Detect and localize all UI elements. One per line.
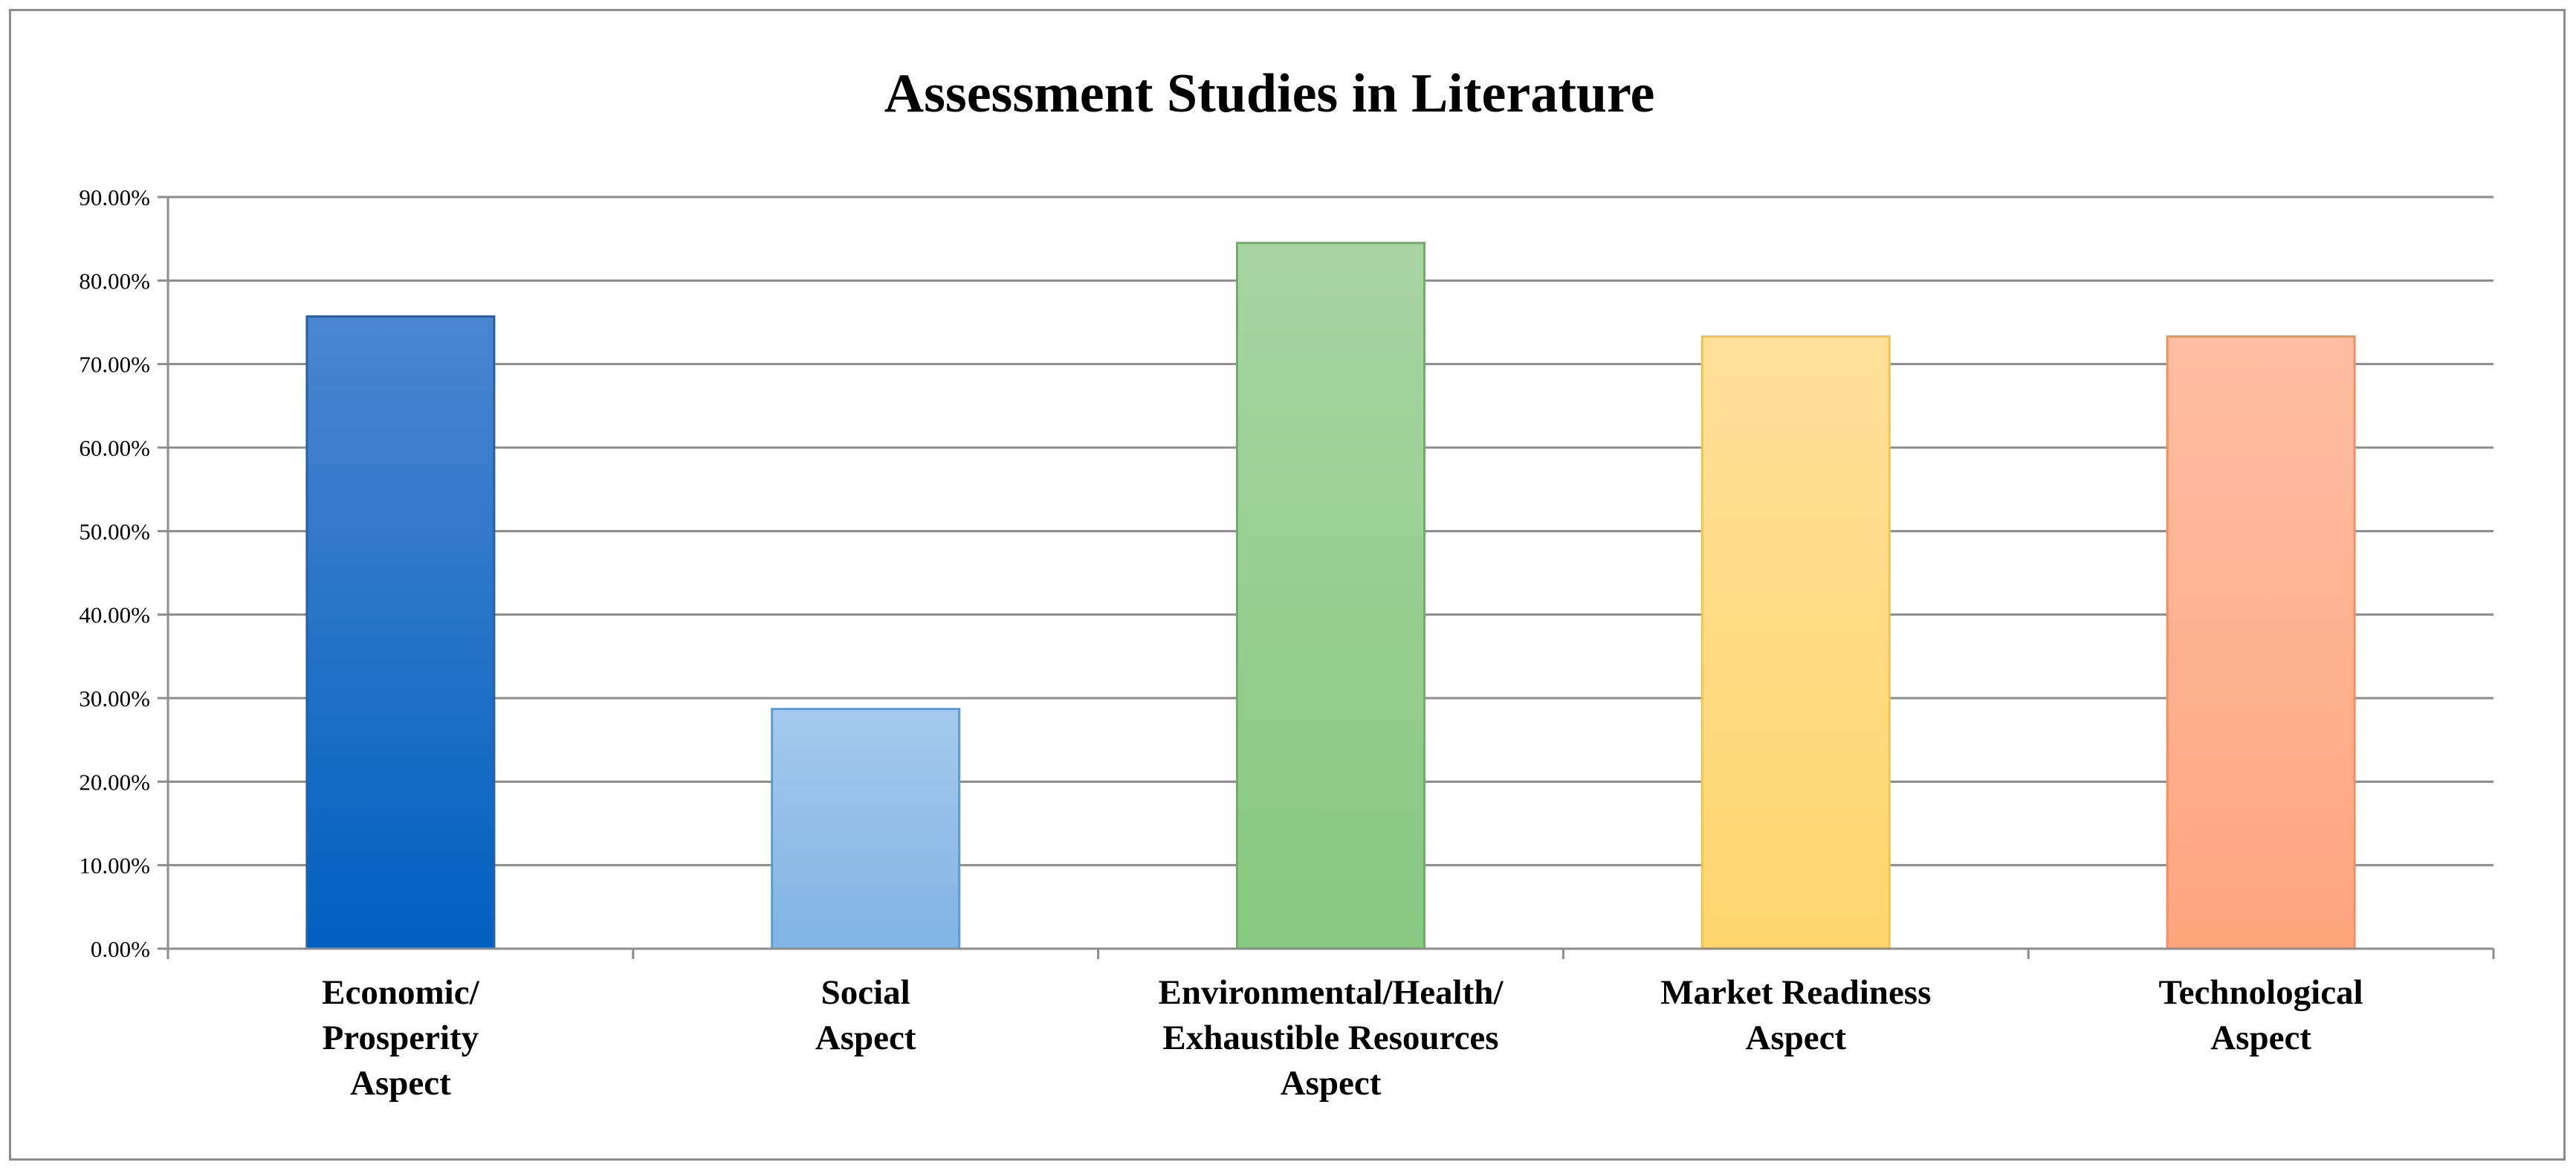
chart-frame: Assessment Studies in Literature 0.00% 10… — [9, 9, 2566, 1161]
y-tick-label: 60.00% — [79, 435, 150, 461]
category-label: Technological Aspect — [2159, 973, 2363, 1057]
chart-title: Assessment Studies in Literature — [884, 63, 1655, 124]
bars — [305, 242, 2356, 950]
y-tick-label: 70.00% — [79, 352, 150, 378]
y-tick-label: 0.00% — [91, 936, 150, 962]
x-axis-categories: Economic/Prosperity Aspect Social Aspect Env… — [322, 973, 2363, 1103]
y-tick-label: 50.00% — [79, 518, 150, 544]
y-tick-label: 80.00% — [79, 268, 150, 294]
y-tick-label: 30.00% — [79, 685, 150, 712]
bar — [1700, 335, 1891, 950]
bar — [1236, 242, 1425, 950]
category-label: Economic/Prosperity Aspect — [322, 973, 479, 1103]
bar — [771, 708, 961, 950]
bar — [305, 315, 496, 950]
category-label: Social Aspect — [815, 973, 916, 1057]
y-tick-label: 20.00% — [79, 769, 150, 795]
category-label: Environmental/Health/Exhaustible Resourc… — [1159, 973, 1504, 1103]
y-tick-label: 40.00% — [79, 602, 150, 628]
bar — [2166, 335, 2356, 950]
y-tick-label: 90.00% — [79, 184, 150, 210]
category-label: Market Readiness Aspect — [1660, 973, 1931, 1057]
bar-chart: Assessment Studies in Literature 0.00% 10… — [79, 63, 2495, 1103]
y-tick-label: 10.00% — [79, 853, 150, 879]
axes — [166, 197, 2495, 959]
y-axis-ticks: 0.00% 10.00% 20.00% 30.00% 40.00% 50.00% 60.00… — [79, 184, 168, 962]
